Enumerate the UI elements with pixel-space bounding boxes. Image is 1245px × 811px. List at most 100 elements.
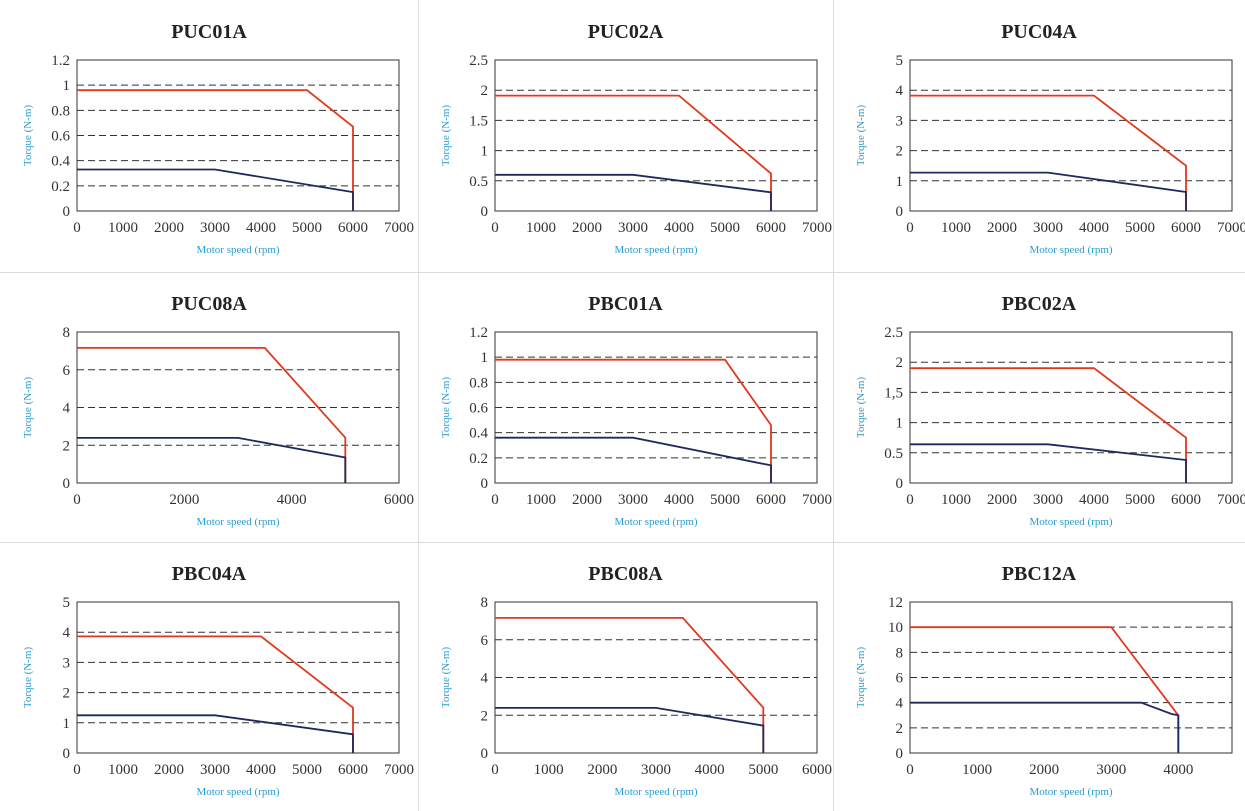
y-tick-label: 0.6	[469, 401, 488, 417]
y-tick-label: 0.6	[51, 129, 70, 145]
x-tick-label: 0	[73, 220, 81, 236]
y-axis-label: Torque (N-m)	[440, 105, 452, 167]
x-tick-label: 2000	[154, 220, 184, 236]
chart-svg: PUC04A 0 1 2 3 4 5 0 1000 2000 3000 4000 5000 6000 700…	[855, 21, 1245, 256]
rated-torque-line	[495, 706, 765, 753]
y-tick-label: 1	[896, 174, 904, 190]
y-tick-label: 0.4	[51, 154, 70, 170]
y-tick-label: 2.5	[469, 53, 488, 69]
x-tick-label: 7000	[384, 762, 414, 778]
y-axis-label: Torque (N-m)	[855, 647, 867, 709]
y-tick-label: 2	[63, 686, 71, 702]
chart-svg: PBC01A 0 0.2 0.4 0.6 0.8 1 1.2 0 1000 2000 3000 4000…	[440, 293, 832, 528]
x-tick-label: 0	[906, 492, 914, 508]
peak-torque-line	[77, 89, 354, 211]
chart-panel-pbc01a: PBC01A 0 0.2 0.4 0.6 0.8 1 1.2 0 1000 2000 3000 4000…	[418, 272, 833, 542]
y-tick-label: 1	[896, 416, 904, 432]
x-tick-label: 0	[491, 220, 499, 236]
x-tick-label: 3000	[1033, 492, 1063, 508]
chart-svg: PBC08A 0 2 4 6 8 0 1000 2000 3000 4000 5000 6000 Moto…	[440, 563, 832, 798]
y-tick-label: 1	[481, 144, 489, 160]
y-tick-label: 1.2	[469, 325, 488, 341]
chart-title: PUC08A	[171, 293, 247, 315]
x-tick-label: 3000	[1033, 220, 1063, 236]
y-tick-label: 1	[63, 716, 71, 732]
x-tick-label: 5000	[710, 492, 740, 508]
chart-title: PBC04A	[172, 563, 247, 585]
y-tick-label: 6	[481, 633, 489, 649]
chart-svg: PUC02A 0 0.5 1 1.5 2 2.5 0 1000 2000 3000 4000 5000 6…	[440, 21, 832, 256]
rated-torque-line	[910, 171, 1187, 211]
y-tick-label: 3	[63, 655, 71, 671]
y-axis-label: Torque (N-m)	[22, 105, 34, 167]
peak-torque-line	[77, 635, 354, 753]
peak-torque-line	[495, 358, 772, 483]
plot-frame	[494, 331, 818, 484]
chart-panel-puc08a: PUC08A 0 2 4 6 8 0 2000 4000 6000 Motor speed (rpm…	[0, 272, 418, 542]
y-tick-label: 2.5	[884, 325, 903, 341]
y-tick-label: 8	[63, 325, 71, 341]
peak-torque-line	[910, 367, 1187, 483]
x-tick-label: 1000	[108, 220, 138, 236]
y-tick-label: 0	[63, 746, 71, 762]
x-tick-label: 5000	[748, 762, 778, 778]
chart-svg: PUC01A 0 0.2 0.4 0.6 0.8 1 1.2 0 1000 2000 3000 4000…	[22, 21, 414, 256]
chart-svg: PBC02A 0 0.5 1 1,5 2 2.5 0 1000 2000 3000 4000 5000 6…	[855, 293, 1245, 528]
chart-panel-pbc04a: PBC04A 0 1 2 3 4 5 0 1000 2000 3000 4000 5000 6000 700…	[0, 542, 418, 811]
peak-torque-line	[910, 626, 1180, 753]
x-tick-label: 5000	[1125, 220, 1155, 236]
rated-torque-line	[495, 173, 772, 211]
panel-divider-vertical	[833, 0, 834, 811]
y-tick-label: 4	[481, 671, 489, 687]
x-axis-label: Motor speed (rpm)	[614, 244, 697, 256]
panel-divider-horizontal	[0, 542, 1245, 543]
x-tick-label: 1000	[108, 762, 138, 778]
y-tick-label: 0.8	[51, 103, 70, 119]
chart-svg: PBC12A 0 2 4 6 8 10 12 0 1000 2000 3000 4000 Motor sp…	[855, 563, 1233, 798]
y-tick-label: 2	[63, 438, 71, 454]
plot-frame	[909, 331, 1233, 484]
rated-torque-line	[495, 436, 772, 483]
x-axis-label: Motor speed (rpm)	[614, 786, 697, 798]
x-tick-label: 1000	[534, 762, 564, 778]
y-axis-label: Torque (N-m)	[22, 377, 34, 439]
panel-divider-horizontal	[0, 272, 1245, 273]
y-tick-label: 6	[896, 671, 904, 687]
x-tick-label: 0	[906, 220, 914, 236]
x-tick-label: 6000	[1171, 220, 1201, 236]
rated-torque-line	[910, 443, 1187, 483]
y-tick-label: 8	[481, 595, 489, 611]
x-tick-label: 0	[906, 762, 914, 778]
chart-title: PBC12A	[1002, 563, 1077, 585]
x-axis-label: Motor speed (rpm)	[614, 516, 697, 528]
y-tick-label: 2	[481, 708, 489, 724]
x-tick-label: 0	[491, 492, 499, 508]
chart-title: PUC01A	[171, 21, 247, 43]
x-axis-label: Motor speed (rpm)	[1029, 244, 1112, 256]
rated-torque-line	[910, 701, 1180, 753]
y-tick-label: 1.5	[469, 113, 488, 129]
chart-title: PUC04A	[1001, 21, 1077, 43]
x-tick-label: 2000	[1029, 762, 1059, 778]
y-tick-label: 1.2	[51, 53, 70, 69]
y-axis-label: Torque (N-m)	[440, 377, 452, 439]
x-tick-label: 6000	[756, 492, 786, 508]
chart-title: PBC08A	[588, 563, 663, 585]
y-tick-label: 0.5	[884, 446, 903, 462]
y-tick-label: 8	[896, 645, 904, 661]
x-tick-label: 4000	[1079, 220, 1109, 236]
x-tick-label: 0	[491, 762, 499, 778]
y-axis-label: Torque (N-m)	[22, 647, 34, 709]
x-tick-label: 4000	[1079, 492, 1109, 508]
x-tick-label: 5000	[292, 220, 322, 236]
x-axis-label: Motor speed (rpm)	[196, 244, 279, 256]
y-tick-label: 12	[888, 595, 903, 611]
chart-panel-puc02a: PUC02A 0 0.5 1 1.5 2 2.5 0 1000 2000 3000 4000 5000 6…	[418, 0, 833, 272]
y-tick-label: 1	[481, 350, 489, 366]
x-tick-label: 6000	[338, 762, 368, 778]
y-tick-label: 0	[896, 476, 904, 492]
x-tick-label: 3000	[1096, 762, 1126, 778]
x-tick-label: 4000	[246, 762, 276, 778]
chart-panel-puc01a: PUC01A 0 0.2 0.4 0.6 0.8 1 1.2 0 1000 2000 3000 4000…	[0, 0, 418, 272]
